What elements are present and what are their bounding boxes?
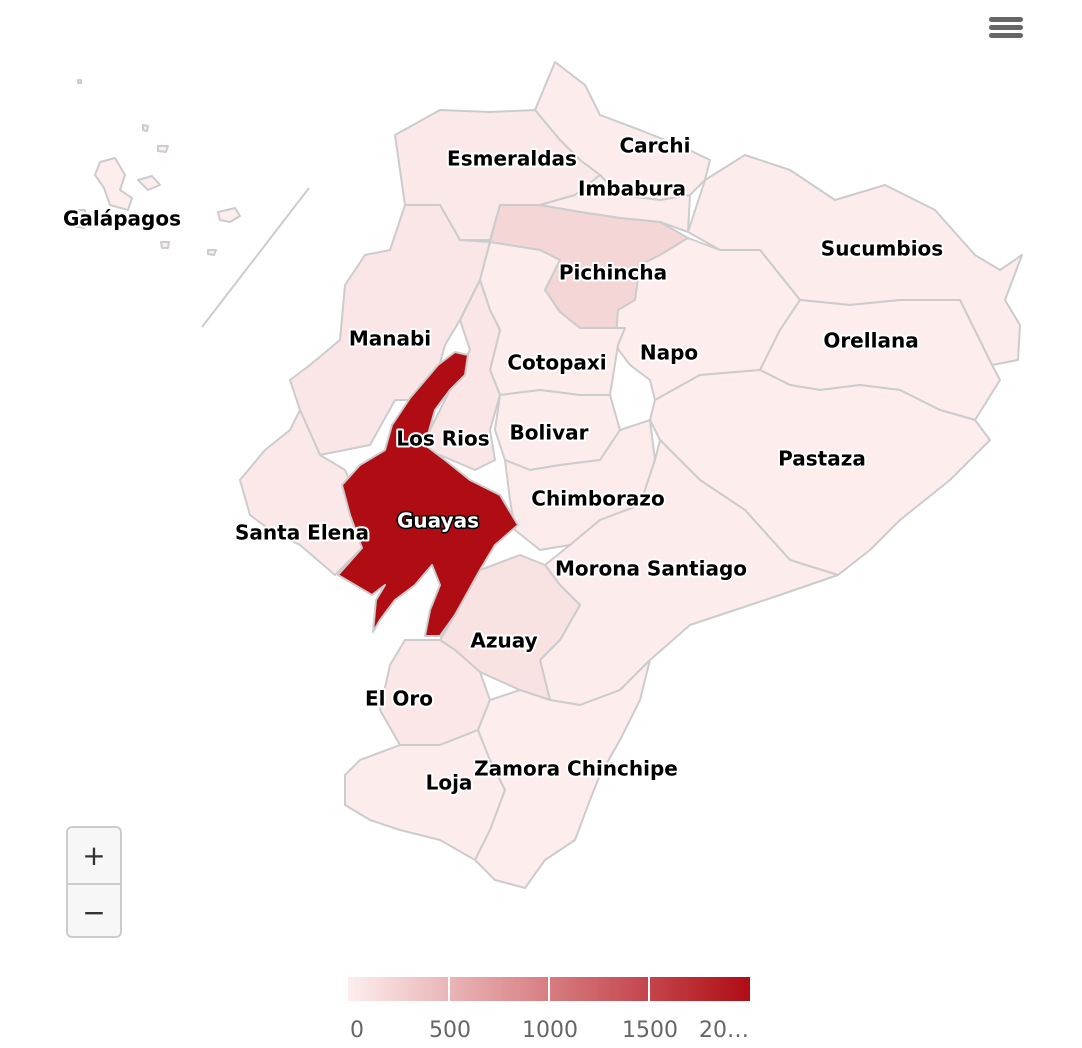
legend-label: 1500	[622, 1018, 678, 1043]
region-label-galapagos: Galápagos	[63, 207, 181, 231]
region-label-chimborazo: Chimborazo	[531, 487, 664, 511]
region-zamorachinchipe[interactable]	[474, 659, 651, 889]
region-label-orellana: Orellana	[823, 329, 918, 353]
region-santaelena[interactable]	[239, 409, 366, 576]
region-label-napo: Napo	[640, 341, 698, 365]
legend-label: 0	[350, 1018, 364, 1043]
region-label-pastaza: Pastaza	[778, 447, 866, 471]
region-label-esmeraldas: Esmeraldas	[447, 147, 577, 171]
region-guayas[interactable]	[337, 351, 519, 637]
region-label-imbabura: Imbabura	[578, 177, 686, 201]
menu-bar	[989, 25, 1023, 30]
region-label-eloro: El Oro	[365, 687, 433, 711]
region-label-zamorachinchipe: Zamora Chinchipe	[474, 757, 678, 781]
region-label-santaelena: Santa Elena	[235, 521, 369, 545]
region-label-loja: Loja	[426, 771, 473, 795]
region-label-pichincha: Pichincha	[559, 261, 667, 285]
zoom-in-button[interactable]: +	[82, 839, 106, 872]
legend-label: 1000	[522, 1018, 578, 1043]
region-label-manabi: Manabi	[349, 327, 431, 351]
menu-bar	[989, 17, 1023, 22]
region-loja[interactable]	[344, 729, 506, 861]
region-label-guayas: Guayas	[397, 509, 479, 533]
hamburger-menu-icon[interactable]	[986, 14, 1026, 48]
region-label-moronasantiago: Morona Santiago	[555, 557, 747, 581]
legend-tick	[448, 977, 450, 1001]
legend-label: 20…	[699, 1018, 749, 1043]
region-galapagos[interactable]	[71, 79, 241, 256]
legend-label: 500	[429, 1018, 471, 1043]
region-label-azuay: Azuay	[470, 629, 537, 653]
zoom-controls: + −	[66, 826, 122, 938]
region-label-bolivar: Bolivar	[509, 421, 588, 445]
region-label-losrios: Los Rios	[396, 427, 489, 451]
menu-bar	[989, 33, 1023, 38]
legend-tick	[548, 977, 550, 1001]
region-label-carchi: Carchi	[620, 134, 691, 158]
region-label-sucumbios: Sucumbios	[821, 237, 943, 261]
zoom-out-button[interactable]: −	[68, 883, 120, 936]
inset-separator-line	[201, 187, 310, 328]
legend-tick	[648, 977, 650, 1001]
region-label-cotopaxi: Cotopaxi	[507, 351, 606, 375]
